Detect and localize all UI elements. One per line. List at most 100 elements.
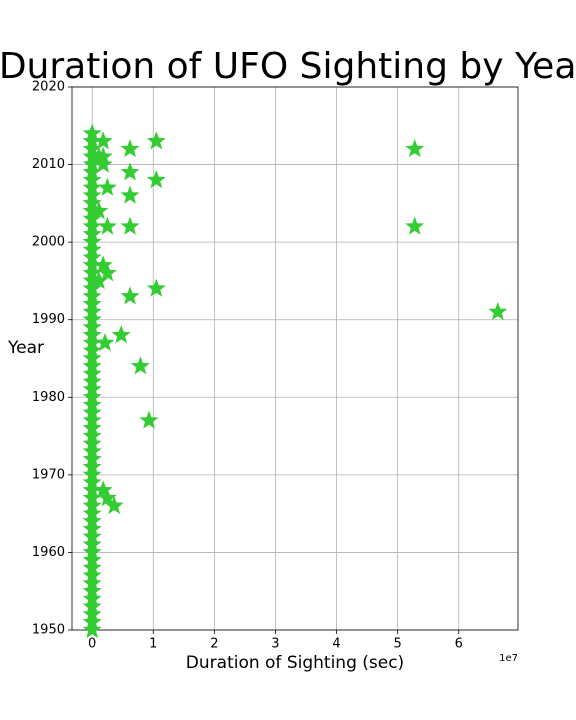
x-tick-label: 1	[149, 637, 157, 652]
point	[82, 177, 102, 196]
point	[82, 511, 102, 530]
point	[93, 480, 113, 499]
point	[89, 146, 109, 165]
point	[93, 255, 113, 274]
point	[82, 604, 102, 623]
point	[82, 526, 102, 545]
point	[82, 294, 102, 313]
point	[82, 232, 102, 251]
point	[82, 418, 102, 437]
point	[82, 286, 102, 305]
point	[82, 309, 102, 328]
point	[82, 255, 102, 274]
point	[146, 278, 166, 297]
y-axis-label: Year	[7, 338, 44, 358]
point	[82, 123, 102, 142]
point	[82, 441, 102, 460]
point	[82, 216, 102, 235]
point	[97, 177, 117, 196]
point	[82, 573, 102, 592]
point	[82, 348, 102, 367]
x-tick-label: 0	[88, 637, 96, 652]
point	[97, 263, 117, 282]
point	[82, 410, 102, 429]
point	[82, 457, 102, 476]
point	[82, 426, 102, 445]
point	[82, 224, 102, 243]
point	[120, 139, 140, 158]
point	[82, 333, 102, 352]
point	[82, 596, 102, 615]
point	[82, 589, 102, 608]
point	[82, 565, 102, 584]
point	[82, 364, 102, 383]
point	[82, 139, 102, 158]
point	[82, 449, 102, 468]
y-tick-label: 1960	[32, 545, 65, 560]
x-tick-label: 4	[332, 637, 340, 652]
point	[82, 317, 102, 336]
y-tick-label: 1980	[32, 390, 65, 405]
point	[82, 302, 102, 320]
x-tick-label: 5	[394, 637, 402, 652]
x-offset-label: 1e7	[499, 653, 518, 664]
point	[120, 162, 140, 181]
point	[82, 263, 102, 282]
point	[405, 139, 425, 158]
point	[82, 185, 102, 204]
point	[488, 302, 508, 320]
point	[82, 480, 102, 499]
point	[82, 495, 102, 514]
plot-frame	[71, 86, 519, 631]
point	[82, 154, 102, 173]
point	[97, 216, 117, 235]
point	[104, 495, 124, 514]
point	[82, 371, 102, 390]
y-tick-label: 1970	[32, 467, 65, 482]
y-tick-label: 1950	[32, 623, 65, 638]
point	[93, 131, 113, 150]
y-tick-label: 1990	[32, 312, 65, 327]
point	[82, 488, 102, 507]
point	[97, 488, 117, 507]
point	[146, 131, 166, 150]
point	[82, 395, 102, 414]
point	[111, 325, 131, 344]
y-tick-label: 2000	[32, 235, 65, 250]
point	[82, 581, 102, 600]
x-tick-label: 3	[271, 637, 279, 652]
point	[93, 154, 113, 173]
point	[82, 542, 102, 561]
point	[139, 410, 159, 429]
y-tick-label: 2010	[32, 157, 65, 172]
point	[82, 379, 102, 398]
point	[82, 239, 102, 258]
x-axis-label: Duration of Sighting (sec)	[186, 653, 404, 673]
point	[82, 278, 102, 297]
point	[95, 333, 115, 352]
point	[146, 170, 166, 189]
point	[130, 356, 150, 375]
point	[82, 550, 102, 569]
point	[82, 387, 102, 406]
point	[120, 286, 140, 305]
point	[82, 356, 102, 375]
point	[82, 519, 102, 538]
point	[82, 170, 102, 189]
point	[82, 534, 102, 553]
point	[82, 612, 102, 631]
point	[405, 216, 425, 235]
point	[120, 216, 140, 235]
point	[82, 620, 102, 639]
chart-title: Duration of UFO Sighting by Year	[0, 46, 576, 87]
point	[82, 472, 102, 491]
point	[82, 208, 102, 227]
x-tick-label: 2	[210, 637, 218, 652]
point	[82, 162, 102, 181]
point	[82, 503, 102, 522]
point	[89, 270, 109, 289]
point	[82, 325, 102, 344]
x-tick-label: 6	[455, 637, 463, 652]
point	[120, 185, 140, 204]
point	[82, 340, 102, 359]
